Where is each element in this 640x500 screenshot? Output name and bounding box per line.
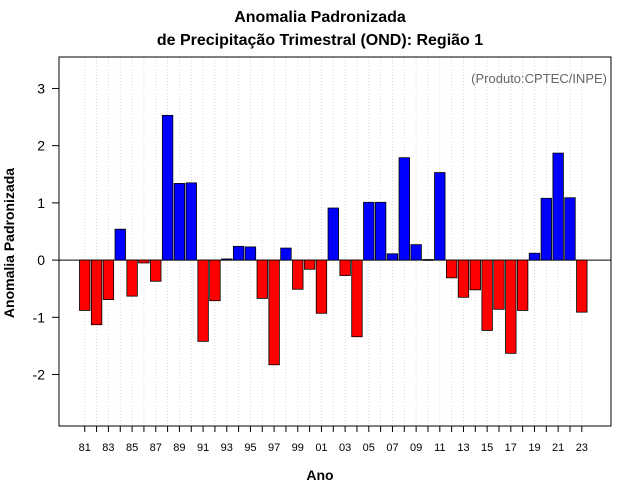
bar-88 [161,114,174,261]
y-tick-label: 3 [37,80,45,96]
y-tick-label: -2 [33,367,46,383]
bar-95 [244,246,257,261]
bar-09 [410,244,422,261]
bar-97 [268,259,280,366]
x-tick-label: 07 [386,442,398,454]
source-annotation: (Produto:CPTEC/INPE) [471,71,607,86]
y-axis: -2 -1 0 1 2 3 [33,80,59,383]
x-tick-label: 87 [150,442,162,454]
bar-07 [386,253,399,261]
plot-frame [58,56,612,427]
bar-86 [138,259,150,264]
bar-81 [79,259,91,311]
bar-03 [339,259,351,276]
bar-21 [552,152,564,261]
bar-23 [576,259,588,313]
x-tick-label: 89 [173,442,185,454]
bar-22 [564,197,576,261]
bar-96 [256,259,268,299]
bar-19 [528,252,541,261]
bar-83 [102,259,115,300]
chart-title: Anomalia Padronizada [234,9,406,26]
bar-16 [493,259,505,310]
bar-92 [209,259,221,302]
x-tick-label: 03 [339,442,351,454]
x-tick-label: 05 [363,442,375,454]
bar-87 [150,259,162,282]
bar-02 [327,207,339,261]
bar-93 [221,258,233,261]
bar-20 [540,197,552,261]
x-tick-label: 83 [102,442,114,454]
x-tick-label: 23 [576,442,588,454]
bar-89 [173,183,186,261]
bar-12 [445,259,458,279]
x-tick-label: 91 [197,442,209,454]
x-axis: 81 83 85 87 89 91 93 95 97 99 01 03 05 07 09 11 13 15 17 19… [79,426,588,454]
x-tick-label: 11 [434,442,445,454]
bar-82 [90,259,103,326]
bar-01 [315,259,328,314]
bar-00 [303,259,316,270]
y-tick-label: 0 [37,252,45,268]
bar-85 [126,259,138,297]
bar-10 [422,259,434,261]
x-tick-label: 13 [457,442,469,454]
x-tick-label: 81 [79,442,91,454]
x-tick-label: 09 [410,442,422,454]
x-tick-label: 21 [552,442,564,454]
bar-84 [114,228,126,261]
y-tick-label: -1 [33,309,46,325]
y-axis-label: Anomalia Padronizada [1,167,17,319]
y-tick-label: 1 [37,195,45,211]
x-axis-label: Ano [306,467,334,483]
bar-08 [398,157,410,261]
bar-13 [457,259,470,298]
x-tick-label: 01 [315,442,327,454]
bar-90 [185,182,197,261]
y-tick-label: 2 [37,138,45,154]
x-tick-label: 15 [481,442,493,454]
bar-14 [469,259,481,291]
bar-06 [374,201,387,261]
x-tick-label: 19 [528,442,540,454]
bar-11 [434,172,446,261]
bars [79,114,588,366]
bar-05 [363,201,375,261]
bar-18 [516,259,529,311]
bar-94 [232,245,245,261]
x-tick-label: 97 [268,442,280,454]
x-tick-label: 85 [126,442,138,454]
x-tick-label: 95 [244,442,256,454]
bar-91 [197,259,209,342]
x-tick-label: 93 [221,442,233,454]
x-tick-label: 17 [505,442,517,454]
bar-99 [292,259,304,290]
x-tick-label: 99 [292,442,304,454]
bar-17 [505,259,517,354]
chart-subtitle: de Precipitação Trimestral (OND): Região… [156,32,484,49]
bar-15 [481,259,493,331]
bar-98 [280,247,292,261]
bar-04 [351,259,363,338]
